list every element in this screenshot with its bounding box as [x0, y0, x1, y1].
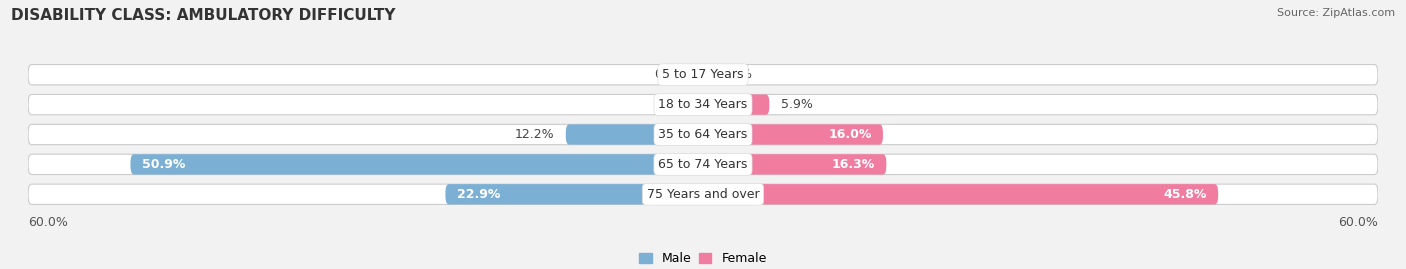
Text: 45.8%: 45.8%	[1164, 188, 1206, 201]
Text: 5 to 17 Years: 5 to 17 Years	[662, 68, 744, 81]
FancyBboxPatch shape	[28, 65, 1378, 85]
Text: 35 to 64 Years: 35 to 64 Years	[658, 128, 748, 141]
Text: 16.0%: 16.0%	[828, 128, 872, 141]
Text: 18 to 34 Years: 18 to 34 Years	[658, 98, 748, 111]
Text: 65 to 74 Years: 65 to 74 Years	[658, 158, 748, 171]
Text: 0.0%: 0.0%	[654, 68, 686, 81]
FancyBboxPatch shape	[28, 154, 1378, 175]
FancyBboxPatch shape	[28, 94, 1378, 115]
FancyBboxPatch shape	[131, 154, 703, 175]
Text: 0.0%: 0.0%	[720, 68, 752, 81]
Text: DISABILITY CLASS: AMBULATORY DIFFICULTY: DISABILITY CLASS: AMBULATORY DIFFICULTY	[11, 8, 395, 23]
Text: 12.2%: 12.2%	[515, 128, 554, 141]
Text: 50.9%: 50.9%	[142, 158, 186, 171]
Text: 16.3%: 16.3%	[832, 158, 875, 171]
FancyBboxPatch shape	[28, 184, 1378, 204]
Text: 60.0%: 60.0%	[1339, 216, 1378, 229]
Text: 75 Years and over: 75 Years and over	[647, 188, 759, 201]
FancyBboxPatch shape	[446, 184, 703, 204]
Text: 0.0%: 0.0%	[654, 98, 686, 111]
Text: 5.9%: 5.9%	[780, 98, 813, 111]
FancyBboxPatch shape	[703, 154, 886, 175]
FancyBboxPatch shape	[28, 124, 1378, 145]
FancyBboxPatch shape	[703, 124, 883, 145]
Legend: Male, Female: Male, Female	[640, 252, 766, 266]
FancyBboxPatch shape	[703, 184, 1218, 204]
Text: 22.9%: 22.9%	[457, 188, 501, 201]
Text: Source: ZipAtlas.com: Source: ZipAtlas.com	[1277, 8, 1395, 18]
FancyBboxPatch shape	[703, 94, 769, 115]
FancyBboxPatch shape	[565, 124, 703, 145]
Text: 60.0%: 60.0%	[28, 216, 67, 229]
